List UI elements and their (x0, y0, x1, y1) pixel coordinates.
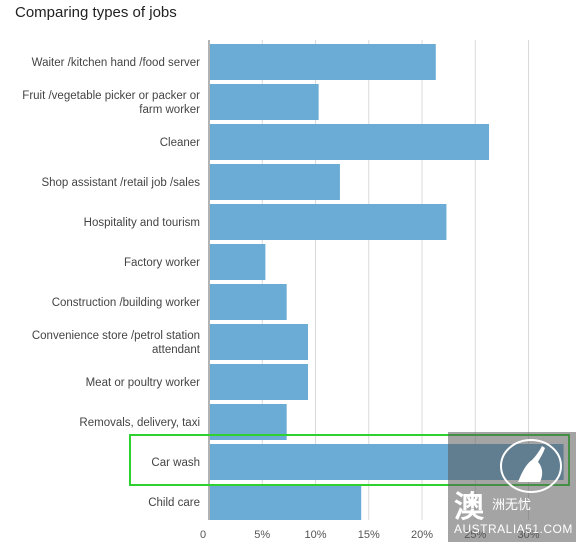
kangaroo-icon (500, 439, 562, 493)
category-label: Removals, delivery, taxi (79, 417, 200, 429)
x-tick-label: 5% (254, 529, 270, 541)
category-label: Waiter /kitchen hand /food server (32, 57, 200, 69)
x-tick-label: 15% (358, 529, 380, 541)
category-label: Cleaner (160, 137, 200, 149)
x-tick-label: 20% (411, 529, 433, 541)
category-label: Construction /building worker (52, 297, 200, 309)
watermark-glyph: 澳 (454, 491, 484, 524)
watermark-site: AUSTRALIA51.COM (454, 522, 573, 536)
category-labels: Waiter /kitchen hand /food server Fruit /… (22, 57, 200, 509)
bar (210, 204, 447, 240)
category-label: Car wash (151, 457, 200, 469)
bar (210, 164, 340, 200)
category-label: Fruit /vegetable picker or packer or farm… (22, 90, 200, 116)
watermark: 澳 洲无忧 AUSTRALIA51.COM (448, 432, 576, 542)
bar (210, 484, 362, 520)
category-label: Child care (148, 497, 200, 509)
bars (210, 44, 564, 520)
category-label: Hospitality and tourism (84, 217, 200, 229)
category-label: Meat or poultry worker (86, 377, 201, 389)
category-label: Factory worker (124, 257, 200, 269)
bar (210, 324, 308, 360)
watermark-subtext: 洲无忧 (492, 497, 532, 512)
bar (210, 364, 308, 400)
bar (210, 284, 287, 320)
bar (210, 244, 266, 280)
x-tick-label: 10% (304, 529, 326, 541)
category-label: Convenience store /petrol station attenda… (32, 330, 201, 356)
chart-title: Comparing types of jobs (15, 4, 177, 21)
bar (210, 84, 319, 120)
bar (210, 124, 490, 160)
bar (210, 44, 436, 80)
x-tick-label: 0 (200, 529, 206, 541)
category-label: Shop assistant /retail job /sales (41, 177, 200, 189)
